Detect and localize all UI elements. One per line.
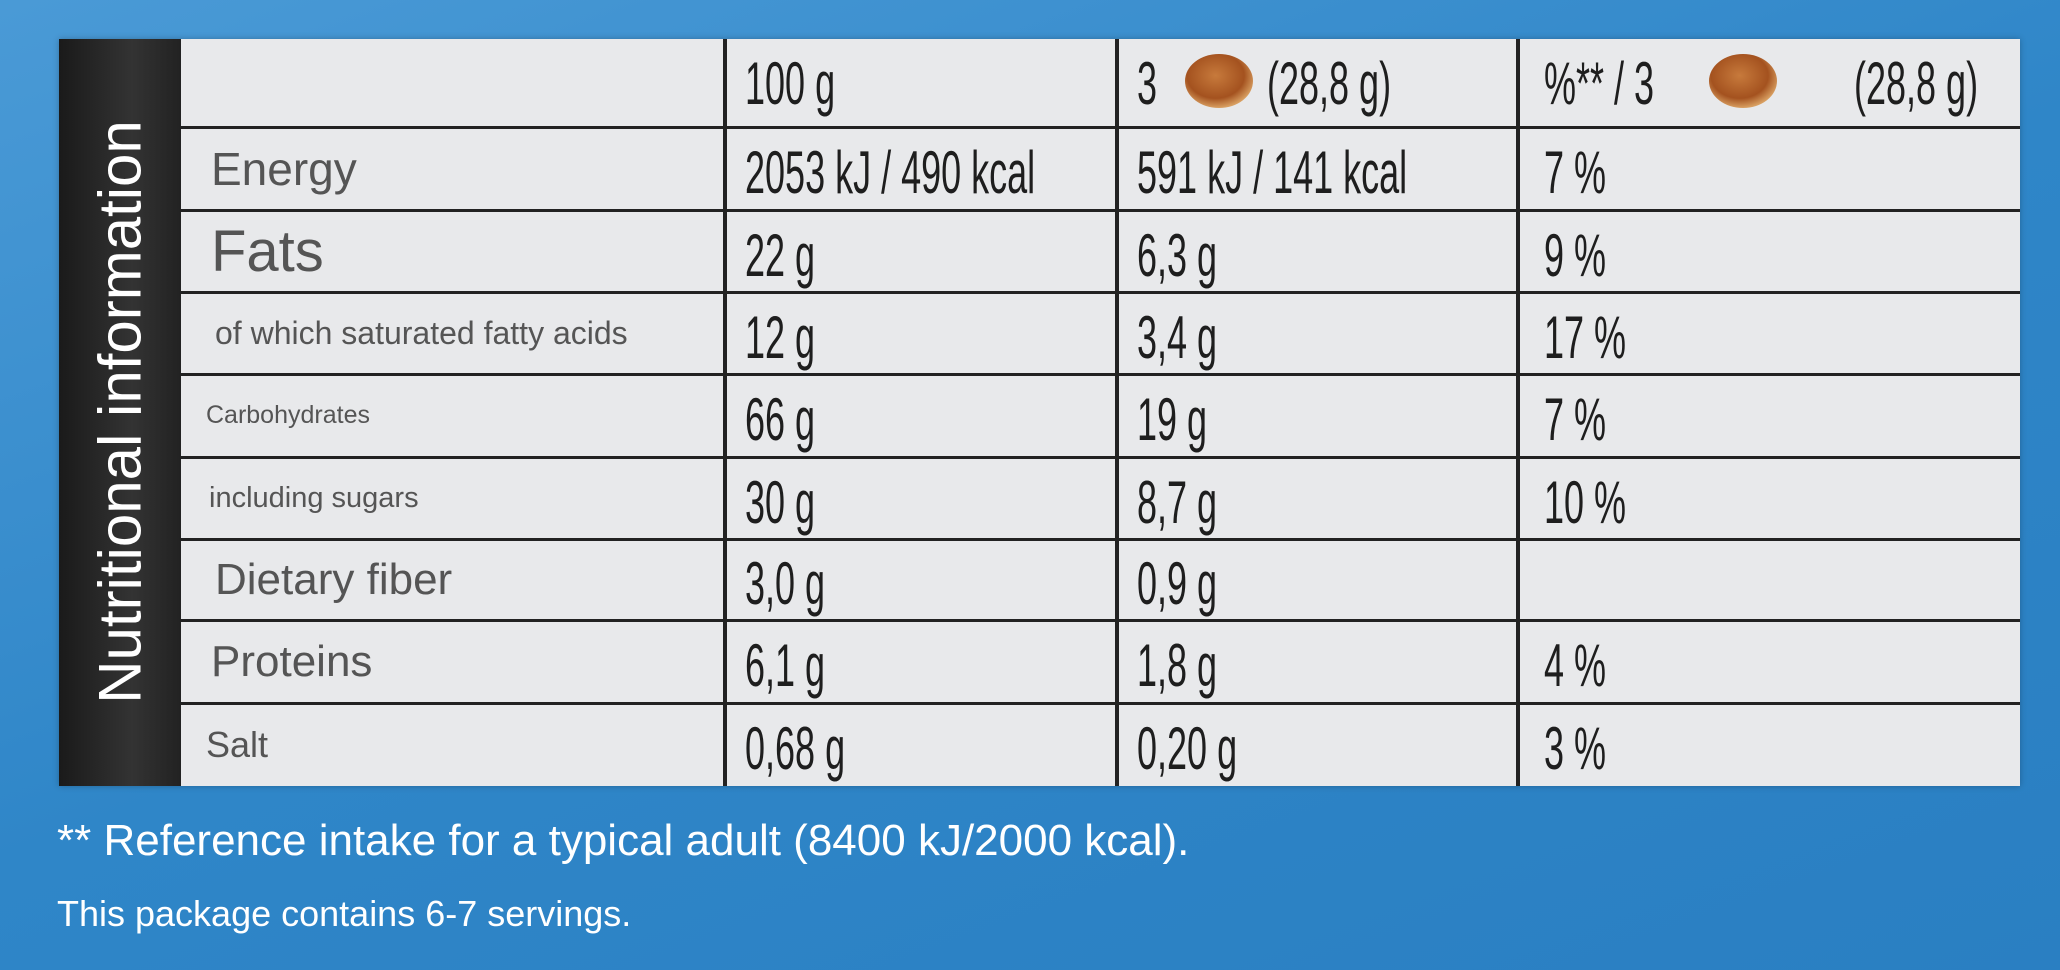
row-line — [181, 209, 2020, 212]
cell-text: 100 g — [745, 49, 836, 117]
value-cell: 3 % — [1544, 707, 1647, 790]
row-label: Dietary fiber — [215, 554, 453, 604]
cookie-icon — [1709, 54, 1777, 108]
value-cell: 6,3 g — [1137, 214, 1270, 296]
row-line — [181, 291, 2020, 294]
cell-text: 6,1 g — [745, 632, 826, 699]
value-cell: 0,68 g — [745, 707, 912, 790]
cell-text: (28,8 g) — [1267, 49, 1392, 117]
cell-text: 17 % — [1544, 303, 1627, 371]
row-line — [181, 456, 2020, 459]
header-cell: 3 (28,8 g) — [1137, 39, 1517, 127]
cell-text: 3,0 g — [745, 550, 826, 617]
cell-text: 1,8 g — [1137, 632, 1218, 699]
value-cell: 12 g — [745, 296, 862, 378]
cell-text: 4 % — [1544, 632, 1607, 699]
value-cell: 0,20 g — [1137, 707, 1304, 790]
cell-text: 0,20 g — [1137, 715, 1238, 782]
cell-text: 3 % — [1544, 715, 1607, 782]
row-label: Salt — [206, 723, 269, 765]
cell-text: 7 % — [1544, 139, 1607, 206]
row-label: Carbohydrates — [206, 401, 370, 429]
column-line — [723, 39, 727, 786]
cell-text: 22 g — [745, 221, 816, 289]
cell-text: 2053 kJ / 490 kcal — [745, 139, 1036, 206]
row-label: Fats — [211, 218, 324, 284]
cell-text: 0,68 g — [745, 715, 846, 782]
value-cell: 7 % — [1544, 378, 1647, 461]
cell-text: 6,3 g — [1137, 221, 1218, 289]
servings-note: This package contains 6-7 servings. — [57, 893, 632, 934]
value-cell: 30 g — [745, 461, 862, 543]
value-cell: 0,9 g — [1137, 543, 1270, 624]
cell-text: %** / 3 — [1544, 49, 1655, 117]
cell-text: 30 g — [745, 468, 816, 536]
value-cell: 8,7 g — [1137, 461, 1270, 543]
row-line — [181, 702, 2020, 705]
row-line — [181, 126, 2020, 129]
footnote: ** Reference intake for a typical adult … — [57, 816, 1190, 865]
value-cell: 9 % — [1544, 214, 1647, 296]
row-label: Proteins — [211, 636, 373, 686]
row-label: including sugars — [209, 481, 419, 514]
column-line — [1516, 39, 1520, 786]
cell-text: (28,8 g) — [1854, 49, 1979, 117]
value-cell: 3,4 g — [1137, 296, 1270, 378]
cell-text: 0,9 g — [1137, 550, 1218, 617]
cell-text: 12 g — [745, 303, 816, 371]
value-cell: 19 g — [1137, 378, 1254, 461]
header-cell: 100 g — [745, 39, 895, 127]
cell-text: 19 g — [1137, 386, 1208, 453]
title-band: Nutritional information — [59, 39, 181, 786]
value-cell: 66 g — [745, 378, 862, 461]
cell-text: 9 % — [1544, 221, 1607, 289]
value-cell: 2053 kJ / 490 kcal — [745, 131, 1229, 214]
value-cell: 7 % — [1544, 131, 1647, 214]
value-cell: 17 % — [1544, 296, 1681, 378]
row-label: of which saturated fatty acids — [215, 314, 628, 351]
value-cell: 10 % — [1544, 461, 1681, 543]
row-line — [181, 373, 2020, 376]
header-cell: %** / 3 (28,8 g) — [1544, 39, 2024, 127]
cell-text: 3,4 g — [1137, 303, 1218, 371]
value-cell: 4 % — [1544, 624, 1647, 707]
cell-text: 8,7 g — [1137, 468, 1218, 536]
value-cell: 591 kJ / 141 kcal — [1137, 131, 1587, 214]
row-label: Energy — [211, 142, 357, 195]
cell-text: 7 % — [1544, 386, 1607, 453]
cell-text: 591 kJ / 141 kcal — [1137, 139, 1408, 206]
cell-text: 3 — [1137, 49, 1158, 117]
cell-text: 10 % — [1544, 468, 1627, 536]
row-line — [181, 619, 2020, 622]
table-title: Nutritional information — [86, 120, 154, 704]
cookie-icon — [1185, 54, 1253, 108]
column-line — [1115, 39, 1119, 786]
value-cell: 3,0 g — [745, 543, 878, 624]
nutrition-table: Nutritional information 100 g 3 (28,8 g) %*… — [59, 39, 2020, 786]
cell-text: 66 g — [745, 386, 816, 453]
value-cell: 1,8 g — [1137, 624, 1270, 707]
value-cell: 22 g — [745, 214, 862, 296]
value-cell: 6,1 g — [745, 624, 878, 707]
row-line — [181, 538, 2020, 541]
